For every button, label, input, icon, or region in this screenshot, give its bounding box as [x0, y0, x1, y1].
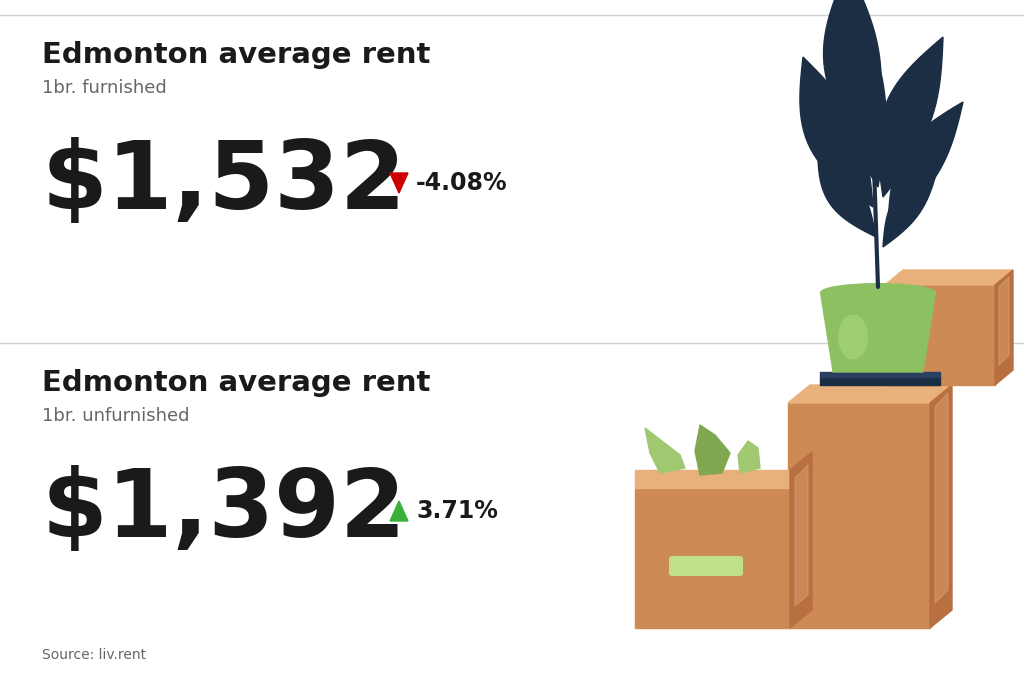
Polygon shape [885, 270, 1013, 285]
Polygon shape [995, 270, 1013, 385]
Polygon shape [935, 393, 948, 603]
Polygon shape [645, 428, 685, 473]
Text: 3.71%: 3.71% [416, 499, 498, 523]
Polygon shape [820, 292, 936, 372]
Ellipse shape [838, 314, 868, 359]
Polygon shape [840, 7, 886, 187]
Polygon shape [885, 285, 995, 385]
Polygon shape [818, 142, 876, 237]
Polygon shape [820, 377, 940, 385]
Polygon shape [823, 0, 881, 157]
FancyBboxPatch shape [669, 556, 743, 576]
Text: Edmonton average rent: Edmonton average rent [42, 369, 430, 397]
Text: -4.08%: -4.08% [416, 171, 508, 195]
Polygon shape [788, 403, 930, 628]
Polygon shape [390, 173, 408, 193]
Polygon shape [635, 470, 790, 488]
Text: Source: liv.rent: Source: liv.rent [42, 648, 146, 662]
Polygon shape [883, 167, 938, 247]
Polygon shape [738, 441, 760, 473]
Polygon shape [788, 385, 952, 403]
Polygon shape [930, 385, 952, 628]
Polygon shape [635, 488, 790, 628]
Text: Edmonton average rent: Edmonton average rent [42, 41, 430, 69]
Polygon shape [888, 102, 963, 227]
Text: 1br. furnished: 1br. furnished [42, 79, 167, 97]
Polygon shape [879, 37, 943, 197]
Text: $1,392: $1,392 [42, 465, 407, 557]
Polygon shape [800, 57, 873, 207]
Polygon shape [795, 465, 808, 606]
Text: $1,532: $1,532 [42, 137, 407, 229]
Polygon shape [820, 372, 940, 377]
Polygon shape [790, 452, 812, 628]
Polygon shape [999, 277, 1009, 365]
Text: 1br. unfurnished: 1br. unfurnished [42, 407, 189, 425]
Polygon shape [695, 425, 730, 475]
Ellipse shape [820, 283, 936, 301]
Polygon shape [390, 501, 408, 521]
